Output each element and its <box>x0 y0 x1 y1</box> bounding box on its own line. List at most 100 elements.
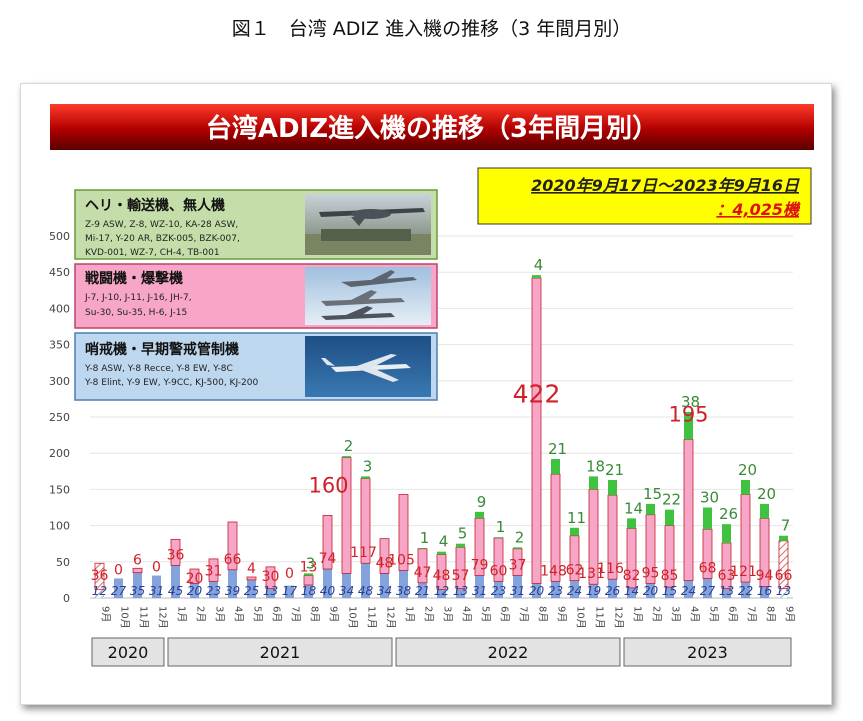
label-fighter: 74 <box>319 551 337 567</box>
year-label: 2023 <box>687 643 728 662</box>
legend-heli-line1: Z-9 ASW, Z-8, WZ-10, KA-28 ASW, <box>85 220 238 230</box>
label-patrol: 23 <box>206 584 221 598</box>
legend-fighter-line2: Su-30, Su-35, H-6, J-15 <box>85 308 187 318</box>
label-heli: 5 <box>458 525 468 543</box>
x-axis: 9月 10月 11月 12月 1月 2月 3月 4月 5月 6月 7月 8月 9月 10月 11月 12月 1月… <box>100 606 796 629</box>
year-label: 2021 <box>260 643 301 662</box>
bar-heli <box>779 535 788 541</box>
y-axis: 0 50 100 150 200 250 300 350 400 450 500 <box>49 230 70 605</box>
legend-patrol-line1: Y-8 ASW, Y-8 Recce, Y-8 EW, Y-8C <box>84 364 233 374</box>
bar-heli <box>437 551 446 555</box>
year-label: 2020 <box>108 643 149 662</box>
x-tick-label: 12月 <box>157 606 169 629</box>
bar-heli <box>646 503 655 515</box>
bar-patrol <box>703 578 712 598</box>
y-tick-label: 400 <box>49 302 70 315</box>
label-fighter: 62 <box>566 563 584 579</box>
label-patrol: 34 <box>339 584 354 598</box>
x-tick-label: 8月 <box>537 606 549 622</box>
bar-patrol <box>779 588 788 598</box>
x-tick-label: 10月 <box>347 606 359 629</box>
label-fighter: 0 <box>285 566 294 582</box>
x-tick-label: 11月 <box>594 606 606 629</box>
label-patrol: 19 <box>586 584 601 598</box>
patrol-aircraft-photo <box>305 336 431 397</box>
label-fighter: 116 <box>597 561 624 577</box>
label-heli: 2 <box>344 437 354 455</box>
bar-patrol <box>304 584 313 598</box>
bar-patrol <box>722 588 731 598</box>
bar-fighter <box>322 515 333 570</box>
label-fighter: 20 <box>186 571 204 587</box>
label-patrol: 17 <box>282 584 298 598</box>
x-tick-label: 5月 <box>708 606 720 622</box>
period-box: 2020年9月17日～2023年9月16日 ：4,025機 <box>477 167 812 225</box>
bar-patrol <box>684 580 693 598</box>
bar-heli <box>627 518 636 529</box>
fighter-jets-photo <box>305 267 431 325</box>
label-heli: 3 <box>306 554 316 572</box>
label-heli: 15 <box>643 485 662 503</box>
label-heli: 38 <box>681 393 700 411</box>
label-patrol: 15 <box>662 584 677 598</box>
label-patrol: 12 <box>434 584 449 598</box>
label-patrol: 48 <box>358 584 374 598</box>
bar-patrol <box>380 573 389 598</box>
label-fighter: 95 <box>642 566 660 582</box>
bar-patrol <box>513 575 522 598</box>
x-tick-label: 7月 <box>746 606 758 622</box>
label-patrol: 40 <box>320 584 336 598</box>
label-heli: 21 <box>605 461 624 479</box>
bar-patrol <box>532 583 541 598</box>
legend-patrol-title: 哨戒機・早期警戒管制機 <box>85 341 239 358</box>
legend-heli-line3: KVD-001, WZ-7, CH-4, TB-001 <box>85 248 220 258</box>
label-heli: 18 <box>586 457 605 475</box>
label-fighter: 36 <box>91 568 109 584</box>
bar-patrol <box>190 583 199 598</box>
bar-fighter <box>303 575 314 586</box>
bar-patrol <box>760 586 769 598</box>
x-tick-label: 3月 <box>442 606 454 622</box>
bar-patrol <box>247 579 256 598</box>
x-tick-label: 8月 <box>309 606 321 622</box>
label-heli: 26 <box>719 505 738 523</box>
label-patrol: 35 <box>130 584 145 598</box>
bar-patrol <box>171 565 180 598</box>
label-patrol: 14 <box>624 584 639 598</box>
label-heli: 1 <box>496 518 506 536</box>
bar-heli <box>722 524 731 543</box>
label-patrol: 31 <box>472 584 487 598</box>
bar-heli <box>418 548 427 549</box>
bar-heli <box>570 527 579 536</box>
year-band <box>623 637 792 667</box>
y-tick-label: 450 <box>49 266 70 279</box>
bar-patrol <box>494 581 503 598</box>
bar-heli <box>456 543 465 548</box>
label-patrol: 22 <box>738 584 753 598</box>
bar-fighter <box>398 494 409 571</box>
y-tick-label: 0 <box>63 592 70 605</box>
label-fighter: 66 <box>224 552 242 568</box>
y-tick-label: 350 <box>49 339 70 352</box>
bar-patrol <box>589 584 598 598</box>
x-tick-label: 2月 <box>651 606 663 622</box>
bar-heli <box>684 411 693 440</box>
period-total: 4,025機 <box>731 200 801 219</box>
bar-fighter <box>379 538 390 574</box>
label-heli: 1 <box>420 529 430 547</box>
bar-patrol <box>285 585 294 598</box>
label-fighter: 47 <box>414 565 432 581</box>
x-tick-label: 3月 <box>670 606 682 622</box>
bar-patrol <box>228 569 237 598</box>
label-fighter: 57 <box>452 568 470 584</box>
x-tick-label: 10月 <box>575 606 587 629</box>
legend-patrol-line2: Y-8 Elint, Y-9 EW, Y-9CC, KJ-500, KJ-200 <box>84 378 258 388</box>
bar-fighter <box>189 568 200 584</box>
label-fighter: 30 <box>262 569 280 585</box>
legend-heli-line2: Mi-17, Y-20 AR, BZK-005, BZK-007, <box>85 234 240 244</box>
label-patrol: 23 <box>491 584 506 598</box>
label-heli: 22 <box>662 491 681 509</box>
bar-patrol <box>437 589 446 598</box>
bar-heli <box>361 476 370 479</box>
bar-heli <box>513 547 522 549</box>
